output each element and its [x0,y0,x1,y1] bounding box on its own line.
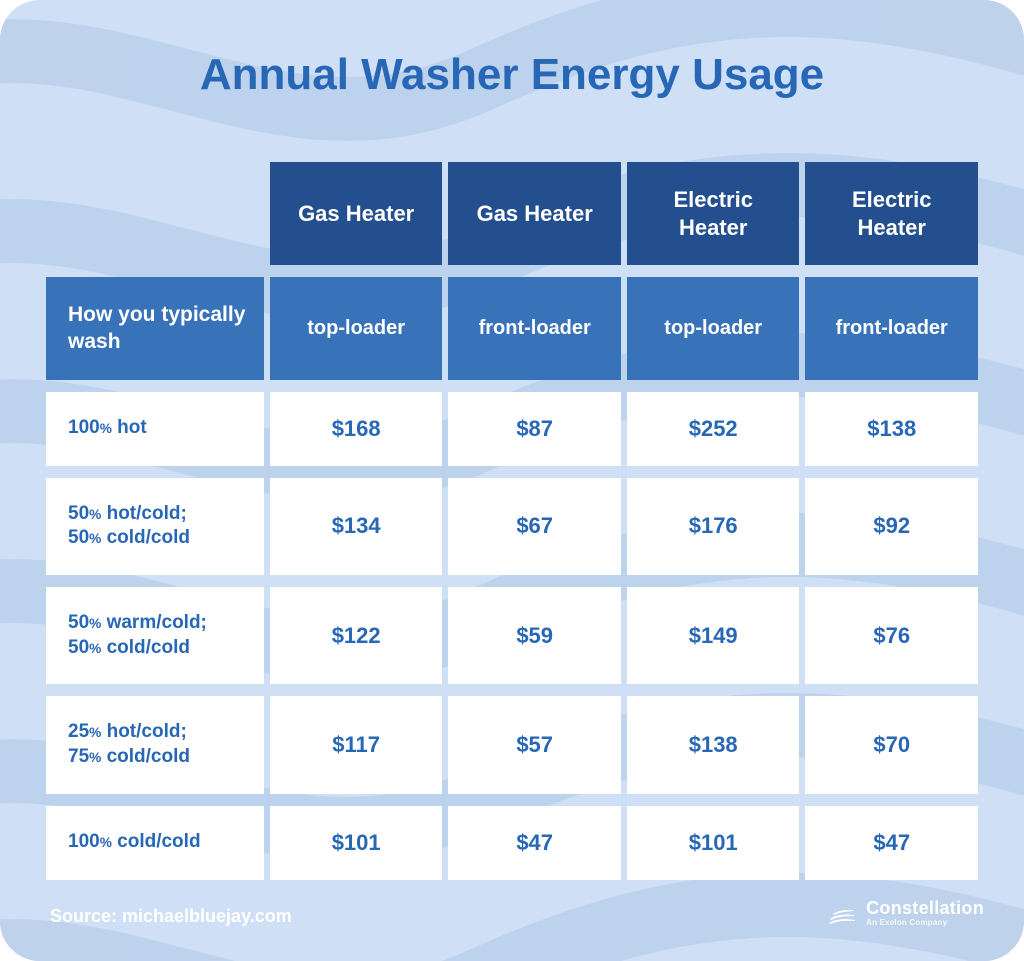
value-cell: $138 [805,392,978,466]
table-row: 25% hot/cold;75% cold/cold$117$57$138$70 [46,696,978,793]
value-cell: $168 [270,392,443,466]
value-cell: $92 [805,478,978,575]
table-row: 50% warm/cold;50% cold/cold$122$59$149$7… [46,587,978,684]
column-group-header: Electric Heater [627,162,800,265]
row-label: 50% hot/cold;50% cold/cold [46,478,264,575]
value-cell: $76 [805,587,978,684]
source-label: Source: michaelbluejay.com [50,906,292,927]
column-sub-header: top-loader [627,277,800,380]
brand-logo: Constellation An Exelon Company [828,899,984,927]
value-cell: $47 [448,806,621,880]
value-cell: $138 [627,696,800,793]
value-cell: $134 [270,478,443,575]
value-cell: $101 [270,806,443,880]
constellation-icon [828,901,856,925]
row-label: 100% hot [46,392,264,466]
page-title: Annual Washer Energy Usage [40,50,984,100]
value-cell: $122 [270,587,443,684]
value-cell: $87 [448,392,621,466]
table-row: 100% cold/cold$101$47$101$47 [46,806,978,880]
row-label: 25% hot/cold;75% cold/cold [46,696,264,793]
table-row: 100% hot$168$87$252$138 [46,392,978,466]
column-sub-header: front-loader [448,277,621,380]
value-cell: $47 [805,806,978,880]
header-spacer [46,162,264,265]
brand-name: Constellation [866,899,984,917]
value-cell: $101 [627,806,800,880]
value-cell: $67 [448,478,621,575]
energy-usage-table: Gas HeaterGas HeaterElectric HeaterElect… [40,150,984,892]
table-row: 50% hot/cold;50% cold/cold$134$67$176$92 [46,478,978,575]
value-cell: $176 [627,478,800,575]
column-group-header: Gas Heater [448,162,621,265]
table-group-header-row: Gas HeaterGas HeaterElectric HeaterElect… [46,162,978,265]
brand-sub: An Exelon Company [866,919,984,927]
row-header-title: How you typically wash [46,277,264,380]
column-sub-header: top-loader [270,277,443,380]
column-group-header: Electric Heater [805,162,978,265]
table-sub-header-row: How you typically wash top-loaderfront-l… [46,277,978,380]
row-label: 50% warm/cold;50% cold/cold [46,587,264,684]
column-sub-header: front-loader [805,277,978,380]
value-cell: $252 [627,392,800,466]
value-cell: $149 [627,587,800,684]
value-cell: $70 [805,696,978,793]
value-cell: $59 [448,587,621,684]
infographic-card: Annual Washer Energy Usage Gas HeaterGas… [0,0,1024,961]
value-cell: $57 [448,696,621,793]
row-label: 100% cold/cold [46,806,264,880]
value-cell: $117 [270,696,443,793]
column-group-header: Gas Heater [270,162,443,265]
